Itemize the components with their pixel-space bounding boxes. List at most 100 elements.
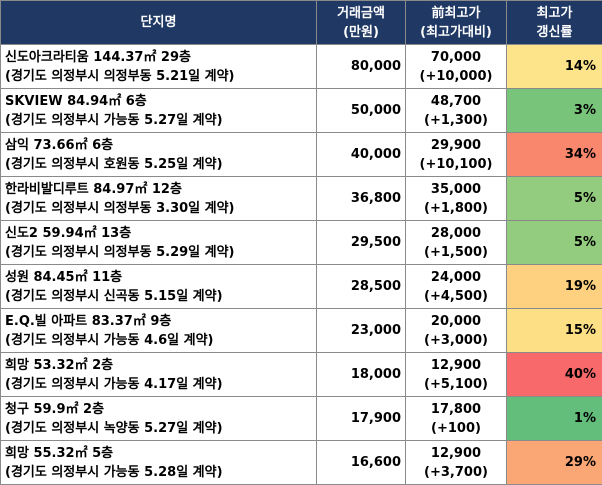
prev-high-cell: 24,000(+4,500) (406, 265, 507, 309)
header-amount-line1: 거래금액 (317, 4, 405, 23)
rate-value: 19% (565, 279, 596, 294)
complex-location: (경기도 의정부시 가능동 4.17일 계약) (5, 375, 316, 394)
table-row: 신도아크라티움 144.37㎡ 29층(경기도 의정부시 의정부동 5.21일 … (1, 45, 602, 89)
amount-value: 16,600 (351, 455, 401, 470)
header-rate-line2: 갱신률 (507, 23, 602, 42)
complex-name: E.Q.빌 아파트 83.37㎡ 9층 (5, 312, 316, 331)
header-name: 단지명 (1, 1, 317, 45)
rate-cell: 15% (507, 309, 602, 353)
table-row: 신도2 59.94㎡ 13층(경기도 의정부시 의정부동 5.29일 계약) 29… (1, 221, 602, 265)
rate-cell: 19% (507, 265, 602, 309)
complex-cell: 희망 53.32㎡ 2층(경기도 의정부시 가능동 4.17일 계약) (1, 353, 317, 397)
prev-high-diff: (+4,500) (406, 287, 506, 306)
prev-high-value: 12,900 (406, 356, 506, 375)
prev-high-value: 28,000 (406, 224, 506, 243)
prev-high-value: 29,900 (406, 136, 506, 155)
rate-cell: 3% (507, 89, 602, 133)
complex-name: 희망 55.32㎡ 5층 (5, 444, 316, 463)
complex-location: (경기도 의정부시 의정부동 3.30일 계약) (5, 199, 316, 218)
header-amount-line2: (만원) (317, 23, 405, 42)
complex-name: 한라비발디루트 84.97㎡ 12층 (5, 180, 316, 199)
complex-location: (경기도 의정부시 가능동 4.6일 계약) (5, 331, 316, 350)
rate-cell: 5% (507, 177, 602, 221)
rate-cell: 34% (507, 133, 602, 177)
rate-cell: 40% (507, 353, 602, 397)
amount-value: 29,500 (351, 235, 401, 250)
prev-high-cell: 35,000(+1,800) (406, 177, 507, 221)
complex-cell: 청구 59.9㎡ 2층(경기도 의정부시 녹양동 5.27일 계약) (1, 397, 317, 441)
prev-high-cell: 20,000(+3,000) (406, 309, 507, 353)
rate-cell: 14% (507, 45, 602, 89)
header-name-label: 단지명 (141, 15, 177, 30)
complex-name: 삼익 73.66㎡ 6층 (5, 136, 316, 155)
prev-high-diff: (+1,300) (406, 111, 506, 130)
table-row: 희망 53.32㎡ 2층(경기도 의정부시 가능동 4.17일 계약) 18,00… (1, 353, 602, 397)
complex-name: 신도아크라티움 144.37㎡ 29층 (5, 48, 316, 67)
prev-high-diff: (+3,000) (406, 331, 506, 350)
complex-cell: 신도2 59.94㎡ 13층(경기도 의정부시 의정부동 5.29일 계약) (1, 221, 317, 265)
prev-high-diff: (+3,700) (406, 463, 506, 482)
prev-high-value: 24,000 (406, 268, 506, 287)
complex-location: (경기도 의정부시 가능동 5.27일 계약) (5, 111, 316, 130)
table-row: 성원 84.45㎡ 11층(경기도 의정부시 신곡동 5.15일 계약) 28,5… (1, 265, 602, 309)
header-rate-line1: 최고가 (507, 4, 602, 23)
rate-value: 1% (574, 411, 596, 426)
complex-cell: 성원 84.45㎡ 11층(경기도 의정부시 신곡동 5.15일 계약) (1, 265, 317, 309)
prev-high-diff: (+10,100) (406, 155, 506, 174)
table-row: 청구 59.9㎡ 2층(경기도 의정부시 녹양동 5.27일 계약)17,900… (1, 397, 602, 441)
table-body: 신도아크라티움 144.37㎡ 29층(경기도 의정부시 의정부동 5.21일 … (1, 45, 602, 485)
prev-high-value: 35,000 (406, 180, 506, 199)
amount-cell: 18,000 (317, 353, 406, 397)
complex-location: (경기도 의정부시 신곡동 5.15일 계약) (5, 287, 316, 306)
prev-high-diff: (+100) (406, 419, 506, 438)
prev-high-diff: (+10,000) (406, 67, 506, 86)
rate-cell: 5% (507, 221, 602, 265)
amount-cell: 80,000 (317, 45, 406, 89)
prev-high-cell: 29,900(+10,100) (406, 133, 507, 177)
rate-value: 29% (565, 455, 596, 470)
complex-cell: 삼익 73.66㎡ 6층(경기도 의정부시 호원동 5.25일 계약) (1, 133, 317, 177)
table-row: 한라비발디루트 84.97㎡ 12층(경기도 의정부시 의정부동 3.30일 계… (1, 177, 602, 221)
table-header: 단지명 거래금액 (만원) 前최고가 (최고가대비) 최고가 갱신률 (1, 1, 602, 45)
rate-value: 3% (574, 103, 596, 118)
table-row: 삼익 73.66㎡ 6층(경기도 의정부시 호원동 5.25일 계약)40,00… (1, 133, 602, 177)
amount-cell: 17,900 (317, 397, 406, 441)
complex-cell: E.Q.빌 아파트 83.37㎡ 9층(경기도 의정부시 가능동 4.6일 계약… (1, 309, 317, 353)
header-rate: 최고가 갱신률 (507, 1, 602, 45)
rate-value: 14% (565, 59, 596, 74)
complex-cell: 신도아크라티움 144.37㎡ 29층(경기도 의정부시 의정부동 5.21일 … (1, 45, 317, 89)
complex-name: 신도2 59.94㎡ 13층 (5, 224, 316, 243)
complex-cell: SKVIEW 84.94㎡ 6층(경기도 의정부시 가능동 5.27일 계약) (1, 89, 317, 133)
header-amount: 거래금액 (만원) (317, 1, 406, 45)
prev-high-diff: (+5,100) (406, 375, 506, 394)
complex-cell: 희망 55.32㎡ 5층(경기도 의정부시 가능동 5.28일 계약) (1, 441, 317, 485)
complex-location: (경기도 의정부시 녹양동 5.27일 계약) (5, 419, 316, 438)
prev-high-cell: 28,000(+1,500) (406, 221, 507, 265)
header-prev-high: 前최고가 (최고가대비) (406, 1, 507, 45)
rate-cell: 1% (507, 397, 602, 441)
table-row: SKVIEW 84.94㎡ 6층(경기도 의정부시 가능동 5.27일 계약)5… (1, 89, 602, 133)
amount-cell: 28,500 (317, 265, 406, 309)
amount-value: 36,800 (351, 191, 401, 206)
prev-high-value: 70,000 (406, 48, 506, 67)
table-row: 희망 55.32㎡ 5층(경기도 의정부시 가능동 5.28일 계약) 16,60… (1, 441, 602, 485)
amount-cell: 23,000 (317, 309, 406, 353)
prev-high-cell: 70,000(+10,000) (406, 45, 507, 89)
prev-high-value: 17,800 (406, 400, 506, 419)
amount-value: 18,000 (351, 367, 401, 382)
header-prev-line1: 前최고가 (406, 4, 506, 23)
complex-location: (경기도 의정부시 의정부동 5.21일 계약) (5, 67, 316, 86)
prev-high-cell: 48,700(+1,300) (406, 89, 507, 133)
header-row: 단지명 거래금액 (만원) 前최고가 (최고가대비) 최고가 갱신률 (1, 1, 602, 45)
rate-value: 5% (574, 191, 596, 206)
complex-cell: 한라비발디루트 84.97㎡ 12층(경기도 의정부시 의정부동 3.30일 계… (1, 177, 317, 221)
amount-value: 28,500 (351, 279, 401, 294)
prev-high-diff: (+1,500) (406, 243, 506, 262)
complex-name: 희망 53.32㎡ 2층 (5, 356, 316, 375)
complex-location: (경기도 의정부시 호원동 5.25일 계약) (5, 155, 316, 174)
prev-high-cell: 12,900(+5,100) (406, 353, 507, 397)
amount-value: 80,000 (351, 59, 401, 74)
amount-cell: 16,600 (317, 441, 406, 485)
complex-location: (경기도 의정부시 의정부동 5.29일 계약) (5, 243, 316, 262)
complex-name: 청구 59.9㎡ 2층 (5, 400, 316, 419)
